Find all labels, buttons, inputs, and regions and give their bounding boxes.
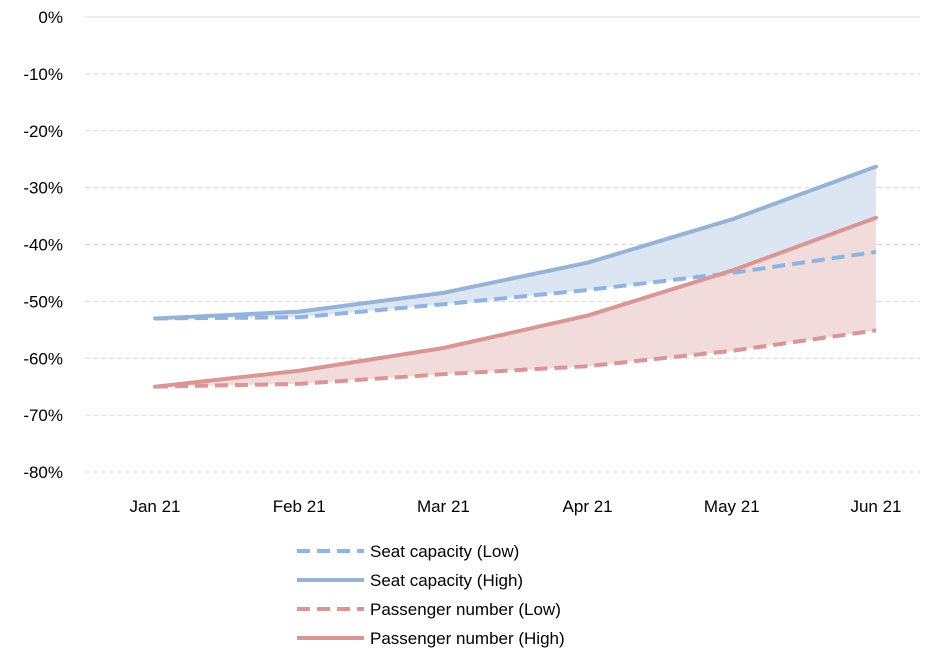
series-line-seat-capacity-high bbox=[153, 164, 878, 321]
y-tick-label: -70% bbox=[23, 406, 63, 425]
y-tick-label: -10% bbox=[23, 65, 63, 84]
series-line-passenger-number-low bbox=[154, 328, 877, 389]
y-tick-label: -30% bbox=[23, 179, 63, 198]
x-tick-label: Mar 21 bbox=[417, 497, 470, 516]
legend-item: Seat capacity (High) bbox=[297, 571, 523, 590]
shaded-band-1 bbox=[155, 217, 876, 387]
legend-label: Passenger number (Low) bbox=[370, 600, 561, 619]
legend-label: Passenger number (High) bbox=[370, 629, 565, 648]
legend: Seat capacity (Low) Seat capacity (High) P… bbox=[297, 542, 565, 648]
legend-label: Seat capacity (Low) bbox=[370, 542, 519, 561]
gridlines bbox=[85, 16, 920, 473]
legend-item: Seat capacity (Low) bbox=[297, 542, 519, 561]
legend-item: Passenger number (Low) bbox=[297, 600, 561, 619]
x-tick-label: Feb 21 bbox=[273, 497, 326, 516]
series-line-passenger-number-high bbox=[153, 215, 878, 389]
y-axis-tick-labels: 0% -10% -20% -30% -40% -50% -60% -70% -80% bbox=[23, 8, 63, 482]
legend-label: Seat capacity (High) bbox=[370, 571, 523, 590]
x-tick-label: Jun 21 bbox=[850, 497, 901, 516]
shaded-band-0 bbox=[155, 166, 876, 319]
x-axis-tick-labels: Jan 21 Feb 21 Mar 21 Apr 21 May 21 Jun 21 bbox=[129, 497, 901, 516]
x-tick-label: May 21 bbox=[704, 497, 760, 516]
y-tick-label: -20% bbox=[23, 122, 63, 141]
y-tick-label: 0% bbox=[38, 8, 63, 27]
x-tick-label: Jan 21 bbox=[129, 497, 180, 516]
series-line-seat-capacity-low bbox=[154, 249, 877, 321]
series-lines bbox=[153, 164, 878, 389]
x-tick-label: Apr 21 bbox=[563, 497, 613, 516]
y-tick-label: -40% bbox=[23, 236, 63, 255]
y-tick-label: -50% bbox=[23, 292, 63, 311]
y-tick-label: -80% bbox=[23, 463, 63, 482]
legend-item: Passenger number (High) bbox=[297, 629, 565, 648]
y-tick-label: -60% bbox=[23, 349, 63, 368]
shaded-bands bbox=[155, 166, 876, 387]
